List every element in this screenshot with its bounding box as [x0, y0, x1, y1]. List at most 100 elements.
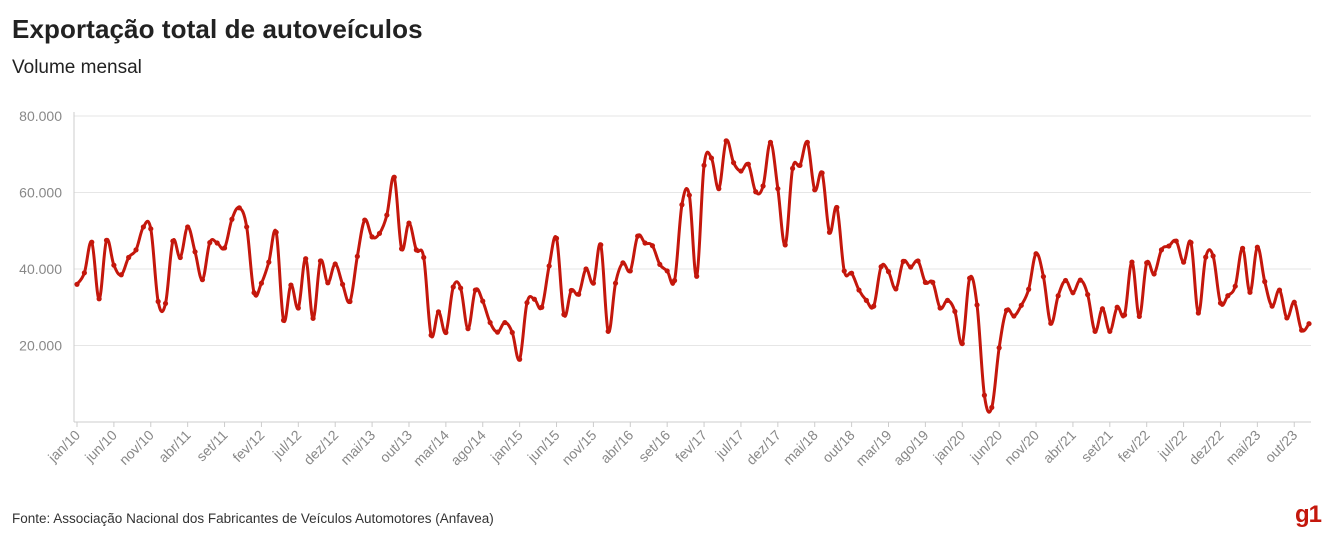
- data-point: [1210, 253, 1216, 259]
- data-point: [1217, 300, 1224, 306]
- data-point: [908, 264, 914, 270]
- data-point: [126, 254, 132, 261]
- data-point: [1055, 293, 1061, 299]
- data-point: [273, 229, 279, 235]
- data-point: [303, 256, 309, 262]
- data-point: [465, 326, 471, 332]
- data-point: [819, 170, 825, 176]
- data-point: [1077, 277, 1083, 283]
- data-point: [863, 297, 869, 303]
- data-point: [118, 272, 124, 278]
- data-point: [878, 264, 884, 270]
- data-point: [694, 273, 700, 279]
- data-point: [649, 243, 656, 249]
- data-point: [561, 311, 567, 318]
- data-point: [812, 187, 818, 193]
- data-point: [952, 308, 958, 315]
- data-point: [1225, 293, 1231, 299]
- data-point: [723, 138, 729, 144]
- x-tick-label: dez/12: [300, 427, 341, 468]
- data-point: [598, 242, 604, 248]
- data-point: [236, 205, 242, 211]
- data-point: [74, 281, 80, 287]
- y-tick-label: 60.000: [19, 185, 62, 201]
- data-point: [1158, 247, 1165, 253]
- data-point: [140, 224, 146, 230]
- data-point: [915, 258, 921, 264]
- data-point: [347, 298, 353, 305]
- data-point: [502, 319, 508, 326]
- data-point: [162, 300, 169, 307]
- data-point: [620, 260, 626, 266]
- data-point: [199, 277, 206, 283]
- data-point: [1062, 277, 1069, 284]
- data-point: [930, 279, 936, 285]
- source-note: Fonte: Associação Nacional dos Fabricant…: [12, 511, 494, 526]
- x-tick-label: ago/19: [890, 427, 932, 469]
- data-point: [642, 240, 648, 246]
- data-point: [974, 302, 980, 308]
- data-point: [1144, 260, 1150, 266]
- data-point: [450, 284, 456, 290]
- x-tick-label: jan/10: [44, 427, 83, 466]
- data-point: [413, 247, 419, 253]
- data-point: [701, 162, 707, 168]
- data-point: [421, 254, 427, 261]
- data-point: [1092, 328, 1098, 334]
- data-point: [1099, 306, 1106, 312]
- x-tick-label: abr/16: [597, 427, 637, 467]
- data-point: [89, 239, 95, 245]
- x-tick-label: set/11: [193, 427, 231, 465]
- data-point: [509, 329, 515, 336]
- data-point: [280, 317, 287, 323]
- x-tick-label: nov/20: [1001, 427, 1042, 468]
- data-point: [1269, 303, 1275, 309]
- x-tick-label: mar/19: [852, 427, 894, 469]
- data-point: [1040, 274, 1047, 280]
- data-point: [937, 305, 943, 311]
- x-tick-label: ago/14: [447, 427, 489, 469]
- x-tick-label: mai/23: [1222, 427, 1263, 468]
- data-point: [782, 242, 788, 248]
- x-tick-label: mar/14: [410, 427, 452, 469]
- data-point: [1011, 313, 1017, 319]
- data-point: [1114, 304, 1120, 310]
- data-point: [517, 356, 523, 362]
- data-point: [96, 296, 102, 302]
- data-point: [111, 262, 117, 268]
- data-point: [1240, 245, 1246, 251]
- data-point: [494, 329, 501, 335]
- data-point: [745, 161, 751, 167]
- data-point: [185, 224, 191, 230]
- x-tick-label: jul/12: [269, 427, 305, 463]
- data-point: [192, 249, 198, 255]
- data-point: [458, 285, 464, 291]
- data-point: [391, 174, 397, 180]
- data-point: [362, 217, 368, 223]
- data-point: [435, 309, 442, 315]
- series-exportacao: [74, 138, 1312, 414]
- data-point: [959, 340, 965, 347]
- data-point: [398, 246, 405, 252]
- x-tick-label: mai/13: [337, 427, 378, 468]
- data-point: [804, 139, 810, 145]
- x-tick-label: out/18: [819, 427, 858, 466]
- data-point: [1151, 271, 1157, 277]
- data-point: [369, 234, 375, 240]
- data-point: [244, 224, 250, 230]
- y-tick-label: 20.000: [19, 338, 62, 354]
- data-point: [317, 258, 324, 264]
- x-tick-label: dez/17: [743, 427, 784, 468]
- data-point: [885, 269, 892, 275]
- y-axis: 20.000 40.000 60.000 80.000: [19, 108, 75, 422]
- data-point: [406, 220, 412, 226]
- data-point: [148, 226, 154, 232]
- data-point: [738, 168, 744, 174]
- data-point: [944, 297, 951, 303]
- data-point: [1107, 328, 1113, 334]
- data-point: [996, 345, 1002, 351]
- data-point: [1173, 238, 1179, 244]
- data-point: [834, 204, 840, 211]
- x-tick-label: nov/10: [116, 427, 157, 468]
